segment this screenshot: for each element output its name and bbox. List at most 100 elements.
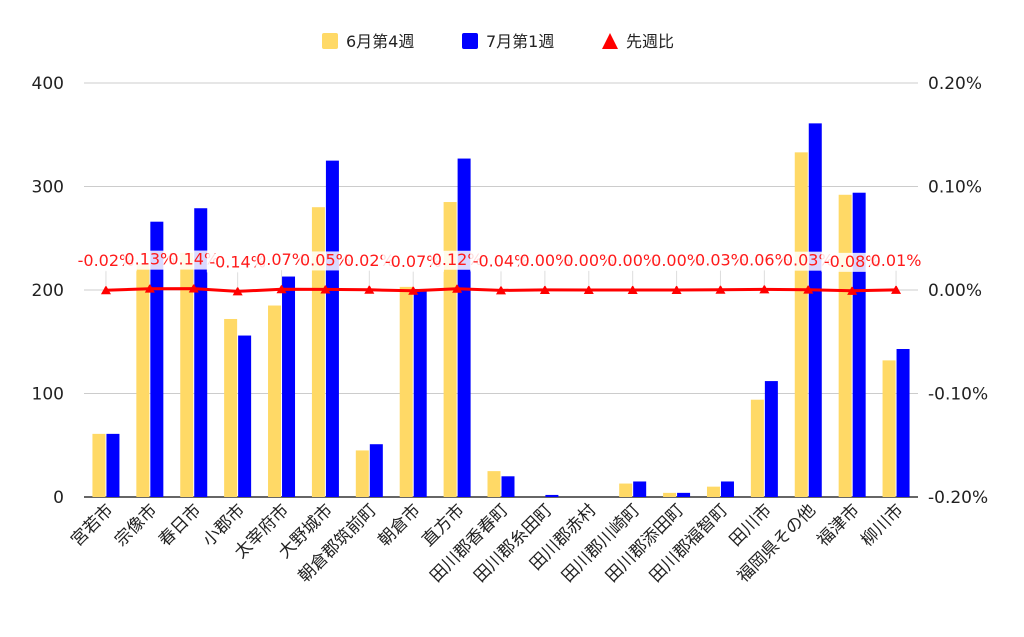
bar-week2 bbox=[852, 192, 866, 497]
ratio-data-label: 0.00% bbox=[651, 251, 702, 270]
ratio-line bbox=[100, 283, 902, 296]
data-label-background bbox=[255, 251, 308, 271]
bar-week2 bbox=[677, 492, 691, 497]
ratio-line-point bbox=[803, 284, 814, 294]
ratio-data-label: 0.03% bbox=[695, 251, 746, 270]
data-label-background bbox=[343, 251, 396, 271]
bar-week1 bbox=[443, 202, 457, 497]
bar-week1 bbox=[706, 486, 720, 497]
ratio-data-label: -0.04% bbox=[473, 251, 530, 270]
y-axis-tick-label: 300 bbox=[32, 178, 64, 198]
legend-swatch bbox=[322, 33, 338, 49]
data-label-background bbox=[167, 250, 220, 270]
y2-axis-tick-label: 0.10% bbox=[928, 178, 982, 198]
x-axis-category-label: 宮若市 bbox=[67, 500, 117, 550]
bar-week2 bbox=[106, 433, 120, 497]
data-label-background bbox=[870, 251, 923, 271]
bar-week2 bbox=[238, 335, 252, 497]
data-label-background bbox=[694, 251, 747, 271]
bar-week1 bbox=[794, 152, 808, 497]
data-label-background bbox=[562, 252, 615, 271]
ratio-data-label: 0.07% bbox=[256, 250, 307, 269]
ratio-line-point bbox=[364, 284, 375, 294]
ratio-line-point bbox=[408, 285, 419, 295]
bar-week1 bbox=[882, 360, 896, 497]
ratio-data-label: -0.02% bbox=[78, 251, 135, 270]
ratio-line-point bbox=[320, 284, 331, 294]
ratio-data-label: 0.00% bbox=[563, 251, 614, 270]
x-axis-category-label: 宗像市 bbox=[111, 500, 161, 550]
ratio-line-point bbox=[276, 284, 287, 294]
y2-axis-tick-label: -0.10% bbox=[928, 385, 988, 405]
ratio-line-point bbox=[539, 284, 550, 294]
bar-week2 bbox=[325, 160, 339, 497]
ratio-line-point bbox=[100, 285, 111, 295]
bar-week2 bbox=[457, 158, 471, 497]
ratio-line-point bbox=[759, 284, 770, 294]
data-label-background bbox=[782, 251, 835, 271]
ratio-data-label: -0.07% bbox=[385, 252, 442, 271]
bar-week2 bbox=[764, 381, 778, 497]
bar-week1 bbox=[663, 492, 677, 497]
data-label-background bbox=[431, 250, 484, 270]
ratio-line-point bbox=[891, 284, 902, 294]
data-label-background bbox=[123, 250, 176, 270]
y-axis-tick-label: 200 bbox=[32, 281, 64, 301]
bar-week1 bbox=[619, 483, 633, 497]
bar-week2 bbox=[720, 481, 734, 497]
bar-week2 bbox=[501, 476, 515, 497]
x-axis-category-label: 朝倉市 bbox=[375, 500, 425, 550]
data-label-background bbox=[650, 252, 703, 271]
ratio-line-point bbox=[715, 284, 726, 294]
y-axis-tick-label: 0 bbox=[53, 488, 64, 508]
data-label-background bbox=[606, 251, 659, 271]
data-label-background bbox=[821, 252, 883, 272]
bar-week1 bbox=[268, 305, 282, 497]
bar-week1 bbox=[750, 399, 764, 497]
legend-swatch bbox=[602, 33, 618, 49]
bar-week1 bbox=[136, 264, 150, 497]
ratio-line-point bbox=[627, 284, 638, 294]
bar-week1 bbox=[92, 433, 106, 497]
bar-week1 bbox=[355, 450, 369, 497]
data-label-background bbox=[518, 251, 571, 271]
ratio-line-point bbox=[452, 283, 463, 293]
data-label-background bbox=[382, 252, 445, 272]
legend: 6月第4週 7月第1週 先週比 bbox=[322, 32, 674, 51]
x-axis-category-label: 柳川市 bbox=[857, 500, 907, 550]
bar-week2 bbox=[633, 481, 647, 497]
y2-axis-tick-label: -0.20% bbox=[928, 488, 988, 508]
ratio-data-label: -0.14% bbox=[209, 252, 266, 271]
x-axis-category-label: 春日市 bbox=[155, 500, 205, 550]
ratio-line-point bbox=[188, 283, 199, 293]
ratio-data-label: 0.06% bbox=[739, 250, 790, 269]
data-label-background bbox=[738, 251, 791, 271]
y-axis-tick-label: 400 bbox=[32, 74, 64, 94]
ratio-data-label: 0.00% bbox=[519, 251, 570, 270]
ratio-data-label: 0.12% bbox=[432, 250, 483, 269]
ratio-data-label: 0.13% bbox=[124, 250, 175, 269]
ratio-data-label: 0.00% bbox=[607, 251, 658, 270]
legend-label: 6月第4週 bbox=[346, 32, 414, 51]
ratio-line-point bbox=[847, 285, 858, 295]
data-label-background bbox=[470, 252, 532, 272]
ratio-data-label: -0.08% bbox=[824, 252, 881, 271]
ratio-line-point bbox=[671, 285, 682, 294]
legend-label: 7月第1週 bbox=[486, 32, 554, 51]
bar-week1 bbox=[487, 471, 501, 497]
x-axis-category-label: 福津市 bbox=[813, 500, 863, 550]
bar-week1 bbox=[180, 252, 194, 497]
bar-week2 bbox=[808, 123, 822, 498]
ratio-data-label: 0.02% bbox=[344, 251, 395, 270]
y2-axis-tick-label: 0.00% bbox=[928, 281, 982, 301]
bar-week2 bbox=[545, 494, 559, 497]
data-labels: -0.02%0.13%0.14%-0.14%0.07%0.05%0.02%-0.… bbox=[75, 250, 923, 288]
ratio-line-point bbox=[583, 285, 594, 294]
ratio-line-point bbox=[232, 286, 243, 296]
legend-label: 先週比 bbox=[626, 32, 674, 51]
bar-week1 bbox=[399, 286, 413, 497]
bar-week1 bbox=[838, 194, 852, 497]
bar-week1 bbox=[224, 318, 238, 497]
bar-week2 bbox=[282, 276, 296, 497]
